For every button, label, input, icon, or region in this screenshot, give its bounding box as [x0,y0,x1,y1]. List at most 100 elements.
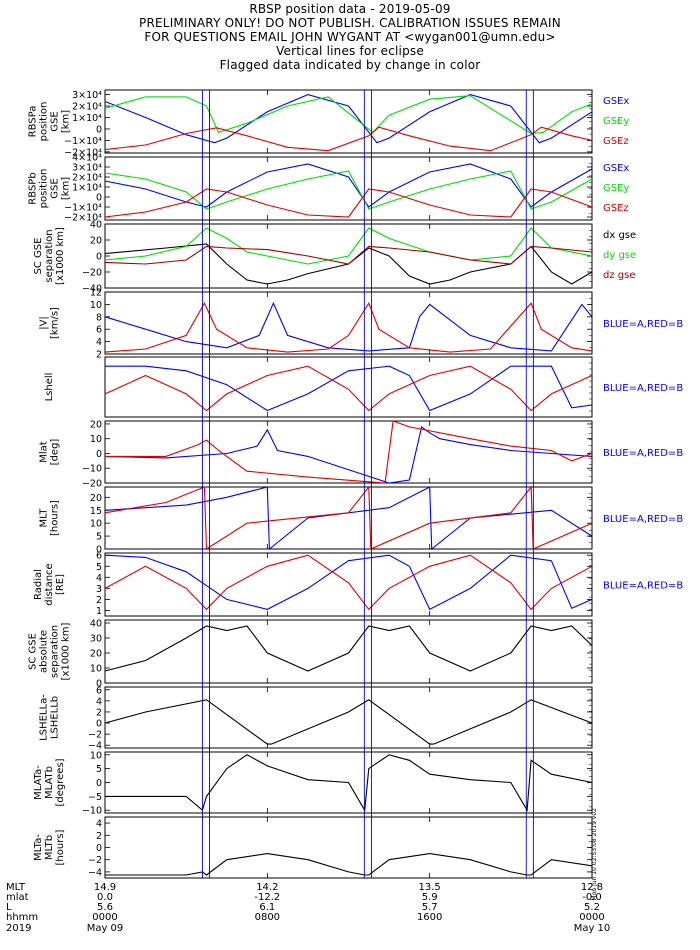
flag-note: Flagged data indicated by change in colo… [219,58,481,72]
ytick-label: 6 [96,325,102,336]
xaxis-col-value: 0800 [255,912,280,923]
ylabel-line: absolute [39,630,50,673]
ylabel-line: [hours] [55,829,66,865]
ylabel-line: position [39,102,50,142]
ytick-label: 40 [90,220,102,231]
legend-entry: BLUE=A,RED=B [603,383,683,394]
panel-frame-p2 [104,156,593,221]
panel-frame-p9 [104,619,593,684]
series-line-gsex [104,163,593,208]
xaxis-col-value: 12.8 [581,882,603,893]
ylabel-line: RBSPb [28,172,39,204]
series-line-b [105,420,593,484]
ylabel-line: SC GSE [33,238,44,275]
ytick-label: −2×10⁴ [64,213,102,224]
ylabel-line: MLATa- [33,765,44,800]
xaxis-row-label: mlat [6,892,29,903]
ytick-label: −10 [82,464,102,475]
series-line-a [104,425,593,484]
ytick-label: −40 [82,284,102,295]
ytick-label: 4 [96,337,102,348]
series-line-a [105,365,593,412]
legend-entry: BLUE=A,RED=B [603,514,683,525]
xaxis-col-value: 14.2 [256,882,278,893]
series-line-diff [104,699,593,745]
ylabel-line: GSE [50,111,61,131]
ytick-label: 0 [96,449,102,460]
ytick-label: 10 [90,664,102,675]
xaxis-row-label: L [6,902,12,913]
xaxis-col-value: May 09 [87,923,124,934]
ylabel-line: MLATb [44,766,55,799]
ytick-label: 12 [90,288,102,299]
ytick-label: −20 [82,479,102,490]
legend-entry: GSEx [603,96,629,107]
ylabel-line: |V| [39,316,50,330]
ytick-label: 0 [96,843,102,854]
series-line-gsey [104,170,593,210]
panel-frame-p7 [104,486,593,550]
ylabel-line: SC GSE [28,633,39,670]
ytick-label: 20 [90,649,102,660]
ylabel-line: [deg] [50,439,61,466]
xaxis-col-value: -12.2 [254,892,280,903]
ylabel-line: separation [50,625,61,678]
series-line-diff [105,754,593,812]
ylabel-line: Lshell [44,373,55,402]
ylabel-line: [km/s] [50,307,61,339]
ylabel-line: LSHELLb [50,696,61,739]
ytick-label: 1×10⁴ [72,183,102,194]
xaxis-row-label: hhmm [6,912,38,923]
ytick-label: 0 [96,193,102,204]
ytick-label: −1×10⁴ [64,203,102,214]
series-line-a [104,554,593,611]
legend-entry: BLUE=A,RED=B [603,581,683,592]
series-line-b [104,554,593,611]
ytick-label: −10 [82,806,102,817]
ytick-label: 2 [96,707,102,718]
xaxis-col-value: 5.6 [97,902,113,913]
ytick-label: 6 [96,551,102,562]
ytick-label: −4 [88,741,102,752]
ytick-label: 10 [90,300,102,311]
legend-entry: GSEx [603,163,629,174]
ylabel-line: [hours] [50,500,61,536]
contact-line: FOR QUESTIONS EMAIL JOHN WYGANT AT <wyga… [144,30,556,44]
ylabel-line: RBSPa [28,106,39,138]
series-line-sep [104,625,593,672]
panel-frame-p4 [104,291,593,355]
ytick-label: 0 [96,545,102,556]
series-line-b [104,485,593,550]
ytick-label: 1 [96,606,102,617]
panel-frame-p12 [104,816,593,879]
legend-entry: dz gse [603,270,636,281]
ytick-label: 30 [90,634,102,645]
legend-entry: dy gse [603,250,636,261]
series-line-b [104,301,593,353]
xaxis-col-value: 14.9 [94,882,116,893]
ylabel-line: [x1000 km] [55,227,66,285]
ylabel-line: Radial [33,569,44,600]
ytick-label: 20 [90,419,102,430]
warning-line: PRELIMINARY ONLY! DO NOT PUBLISH. CALIBR… [139,16,561,30]
ytick-label: 6 [96,685,102,696]
ytick-label: 0 [96,252,102,263]
ytick-label: 1×10⁴ [72,113,102,124]
xaxis-col-value: 0000 [92,912,117,923]
ylabel-line: [x1000 km] [61,622,72,680]
ylabel-line: Mlat [39,441,50,463]
xaxis-col-value: 0000 [579,912,604,923]
ytick-label: 10 [90,519,102,530]
ylabel-line: position [39,169,50,209]
xaxis-col-value: -0.0 [582,892,602,903]
ytick-label: 15 [90,506,102,517]
ylabel-line: [km] [61,110,72,133]
legend-entry: BLUE=A,RED=B [603,448,683,459]
ytick-label: 10 [90,434,102,445]
ytick-label: 2 [96,595,102,606]
ytick-label: 5 [96,532,102,543]
side-stamp: Mon Jun 10 02:53:08 2019 v02 [591,808,598,901]
xaxis-col-value: 0.0 [97,892,113,903]
ytick-label: 10 [90,750,102,761]
